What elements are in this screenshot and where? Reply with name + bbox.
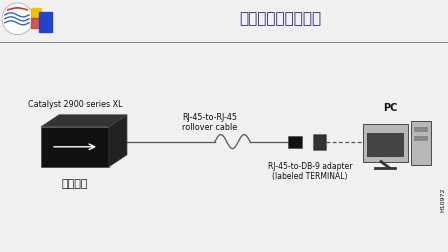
Text: Catalyst 2900 series XL: Catalyst 2900 series XL bbox=[28, 100, 122, 109]
Text: H10972: H10972 bbox=[440, 187, 445, 212]
Text: RJ-45-to-DB-9 adapter: RJ-45-to-DB-9 adapter bbox=[268, 162, 352, 171]
Bar bbox=[414, 127, 427, 132]
Bar bbox=[362, 123, 408, 162]
Text: 控制端口: 控制端口 bbox=[62, 179, 88, 189]
Circle shape bbox=[2, 3, 33, 35]
Text: RJ-45-to-RJ-45: RJ-45-to-RJ-45 bbox=[182, 113, 237, 121]
Bar bbox=[410, 120, 431, 165]
Polygon shape bbox=[109, 115, 127, 167]
Bar bbox=[366, 133, 404, 156]
Bar bbox=[31, 18, 41, 28]
Bar bbox=[313, 134, 326, 150]
Bar bbox=[39, 12, 52, 32]
Bar bbox=[41, 127, 109, 167]
Bar bbox=[414, 136, 427, 141]
Text: rollover cable: rollover cable bbox=[182, 122, 237, 132]
Text: PC: PC bbox=[383, 103, 397, 113]
Text: 建立一个端口的连接: 建立一个端口的连接 bbox=[239, 11, 321, 26]
Bar bbox=[288, 136, 302, 148]
Polygon shape bbox=[41, 115, 127, 127]
Text: (labeled TERMINAL): (labeled TERMINAL) bbox=[272, 172, 348, 181]
Bar bbox=[31, 8, 41, 18]
